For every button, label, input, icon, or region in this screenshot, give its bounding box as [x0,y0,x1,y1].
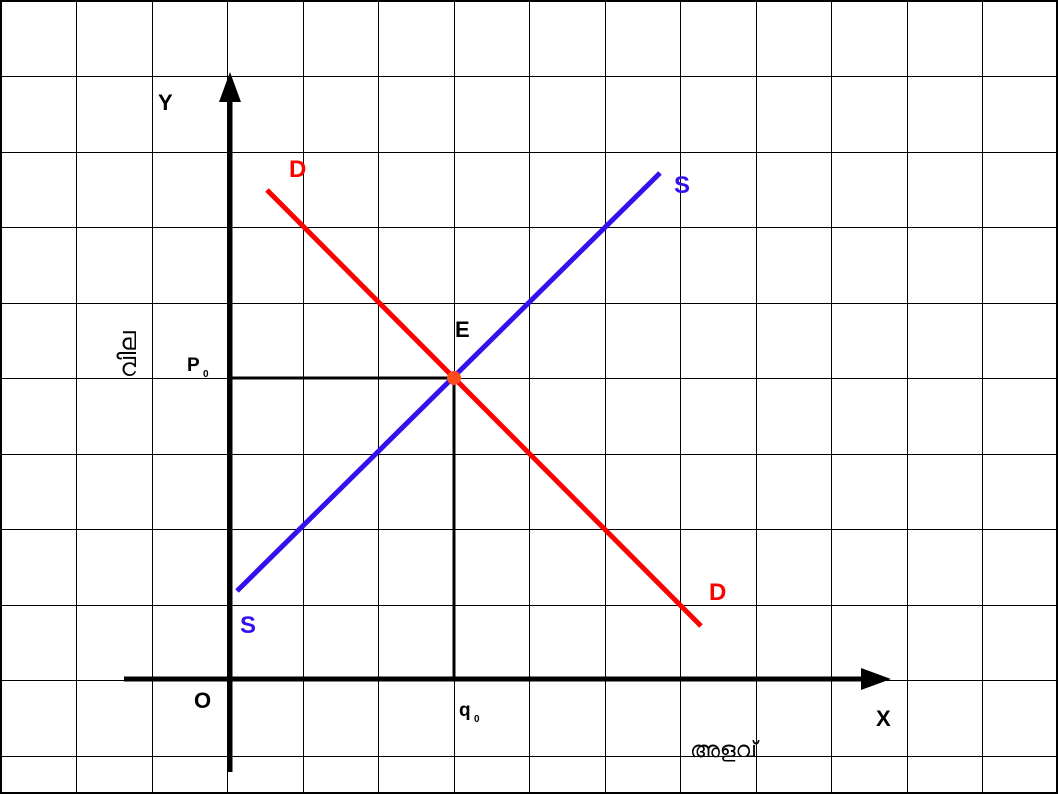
y-axis-title: വില [114,331,142,378]
x-axis-title: അളവ് [690,738,760,763]
supply-label-top: S [674,172,690,199]
origin-label: O [194,688,211,713]
price-label: P [187,355,200,376]
x-axis-arrow [861,668,891,690]
x-axis-label: X [876,706,891,731]
equilibrium-point [447,371,461,385]
y-axis-label: Y [158,90,173,115]
demand-curve [265,188,703,628]
y-axis-arrow [219,72,241,102]
demand-label-top: D [289,156,306,183]
quantity-label: q [459,700,471,721]
demand-label-bottom: D [709,579,726,606]
price-subscript: 0 [203,369,209,380]
quantity-subscript: 0 [474,714,480,725]
equilibrium-label: E [455,317,470,342]
supply-label-bottom: S [240,612,256,639]
